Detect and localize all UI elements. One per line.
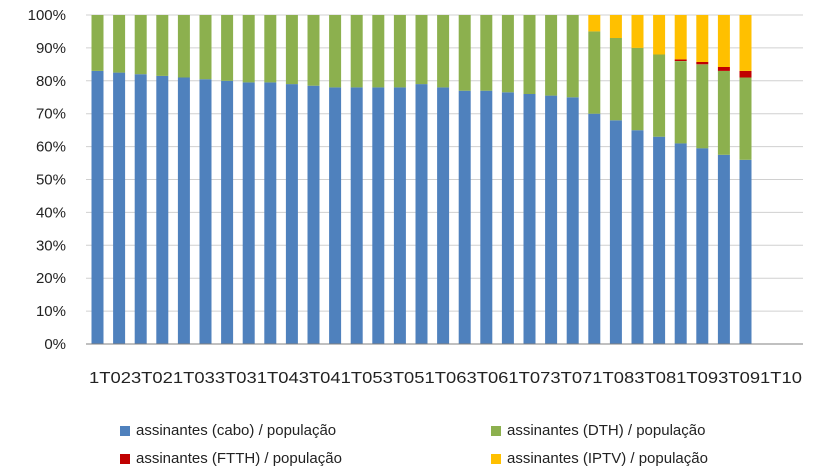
bar-segment-cabo: [393, 87, 406, 345]
bar-segment-dth: [674, 61, 687, 144]
bar-segment-dth: [588, 31, 601, 114]
y-tick-label: 90%: [36, 40, 66, 57]
bar-segment-cabo: [91, 70, 104, 345]
bar-segment-dth: [545, 15, 558, 96]
bar-segment-dth: [156, 15, 169, 76]
y-tick-label: 70%: [36, 106, 66, 123]
bar-segment-cabo: [113, 72, 126, 344]
bar-segment-dth: [415, 15, 428, 85]
bar-segment-cabo: [199, 79, 212, 344]
y-tick-label: 10%: [36, 303, 66, 320]
y-axis-ticks: 0% 10% 20% 30% 40% 50% 60% 70% 80% 90% 100%: [28, 7, 66, 353]
bar-segment-dth: [393, 15, 406, 88]
bar-segment-dth: [566, 15, 579, 98]
bar-segment-dth: [307, 15, 320, 86]
bar-segment-cabo: [545, 95, 558, 344]
bar-segment-dth: [739, 77, 752, 160]
y-tick-label: 30%: [36, 237, 66, 254]
bar-segment-cabo: [221, 80, 234, 345]
bar-segment-iptv: [717, 15, 730, 67]
bar-segment-cabo: [674, 143, 687, 344]
y-tick-label: 100%: [28, 7, 66, 24]
bar-segment-ftth: [739, 70, 752, 78]
bar-segment-cabo: [156, 75, 169, 345]
bar-segment-dth: [350, 15, 363, 88]
bars: [91, 15, 752, 345]
y-tick-label: 60%: [36, 139, 66, 156]
bar-segment-iptv: [653, 15, 666, 55]
bar-segment-cabo: [523, 94, 536, 344]
bar-segment-dth: [285, 15, 298, 85]
bar-segment-cabo: [285, 84, 298, 344]
bar-segment-iptv: [609, 15, 622, 38]
y-tick-label: 50%: [36, 172, 66, 189]
bar-segment-dth: [113, 15, 126, 73]
bar-segment-cabo: [631, 130, 644, 344]
y-tick-label: 20%: [36, 270, 66, 287]
bar-segment-dth: [480, 15, 493, 91]
bar-segment-iptv: [739, 15, 752, 71]
bar-segment-cabo: [717, 154, 730, 344]
bar-segment-dth: [264, 15, 277, 83]
bar-segment-dth: [501, 15, 514, 93]
bar-segment-cabo: [134, 74, 147, 344]
bar-segment-cabo: [264, 82, 277, 345]
bar-segment-cabo: [739, 159, 752, 344]
bar-segment-dth: [653, 54, 666, 137]
bar-segment-cabo: [458, 90, 471, 344]
bar-segment-dth: [329, 15, 342, 88]
bar-segment-cabo: [350, 87, 363, 345]
y-tick-label: 40%: [36, 204, 66, 221]
bar-segment-ftth: [674, 59, 687, 61]
bar-segment-ftth: [696, 62, 709, 65]
bar-segment-iptv: [631, 15, 644, 48]
bar-segment-dth: [177, 15, 190, 78]
bar-segment-dth: [717, 70, 730, 155]
bar-segment-dth: [458, 15, 471, 91]
bar-segment-cabo: [501, 92, 514, 344]
bar-segment-cabo: [307, 85, 320, 344]
y-tick-label: 0%: [44, 336, 66, 353]
bar-segment-cabo: [588, 113, 601, 344]
bar-segment-iptv: [588, 15, 601, 32]
bar-segment-dth: [91, 15, 104, 71]
bar-segment-cabo: [242, 82, 255, 345]
bar-segment-dth: [134, 15, 147, 75]
y-tick-label: 80%: [36, 73, 66, 90]
bar-segment-ftth: [717, 67, 730, 71]
bar-segment-dth: [437, 15, 450, 88]
bar-segment-cabo: [653, 136, 666, 344]
bar-segment-cabo: [177, 77, 190, 344]
bar-segment-cabo: [566, 97, 579, 345]
bar-segment-dth: [631, 47, 644, 131]
bar-segment-cabo: [437, 87, 450, 345]
bar-segment-dth: [221, 15, 234, 81]
bar-segment-dth: [523, 15, 536, 94]
bar-segment-dth: [199, 15, 212, 80]
bar-segment-cabo: [609, 120, 622, 344]
bar-segment-cabo: [372, 87, 385, 345]
bar-segment-cabo: [329, 87, 342, 345]
bar-segment-dth: [372, 15, 385, 88]
bar-segment-iptv: [674, 15, 687, 60]
x-axis-tick-labels: 1T023T021T033T031T043T041T053T051T063T06…: [89, 370, 802, 387]
bar-segment-iptv: [696, 15, 709, 62]
bar-segment-dth: [242, 15, 255, 83]
bar-segment-dth: [609, 38, 622, 121]
bar-segment-dth: [696, 64, 709, 149]
bar-segment-cabo: [415, 84, 428, 344]
bar-segment-cabo: [696, 148, 709, 344]
bar-segment-cabo: [480, 90, 493, 344]
